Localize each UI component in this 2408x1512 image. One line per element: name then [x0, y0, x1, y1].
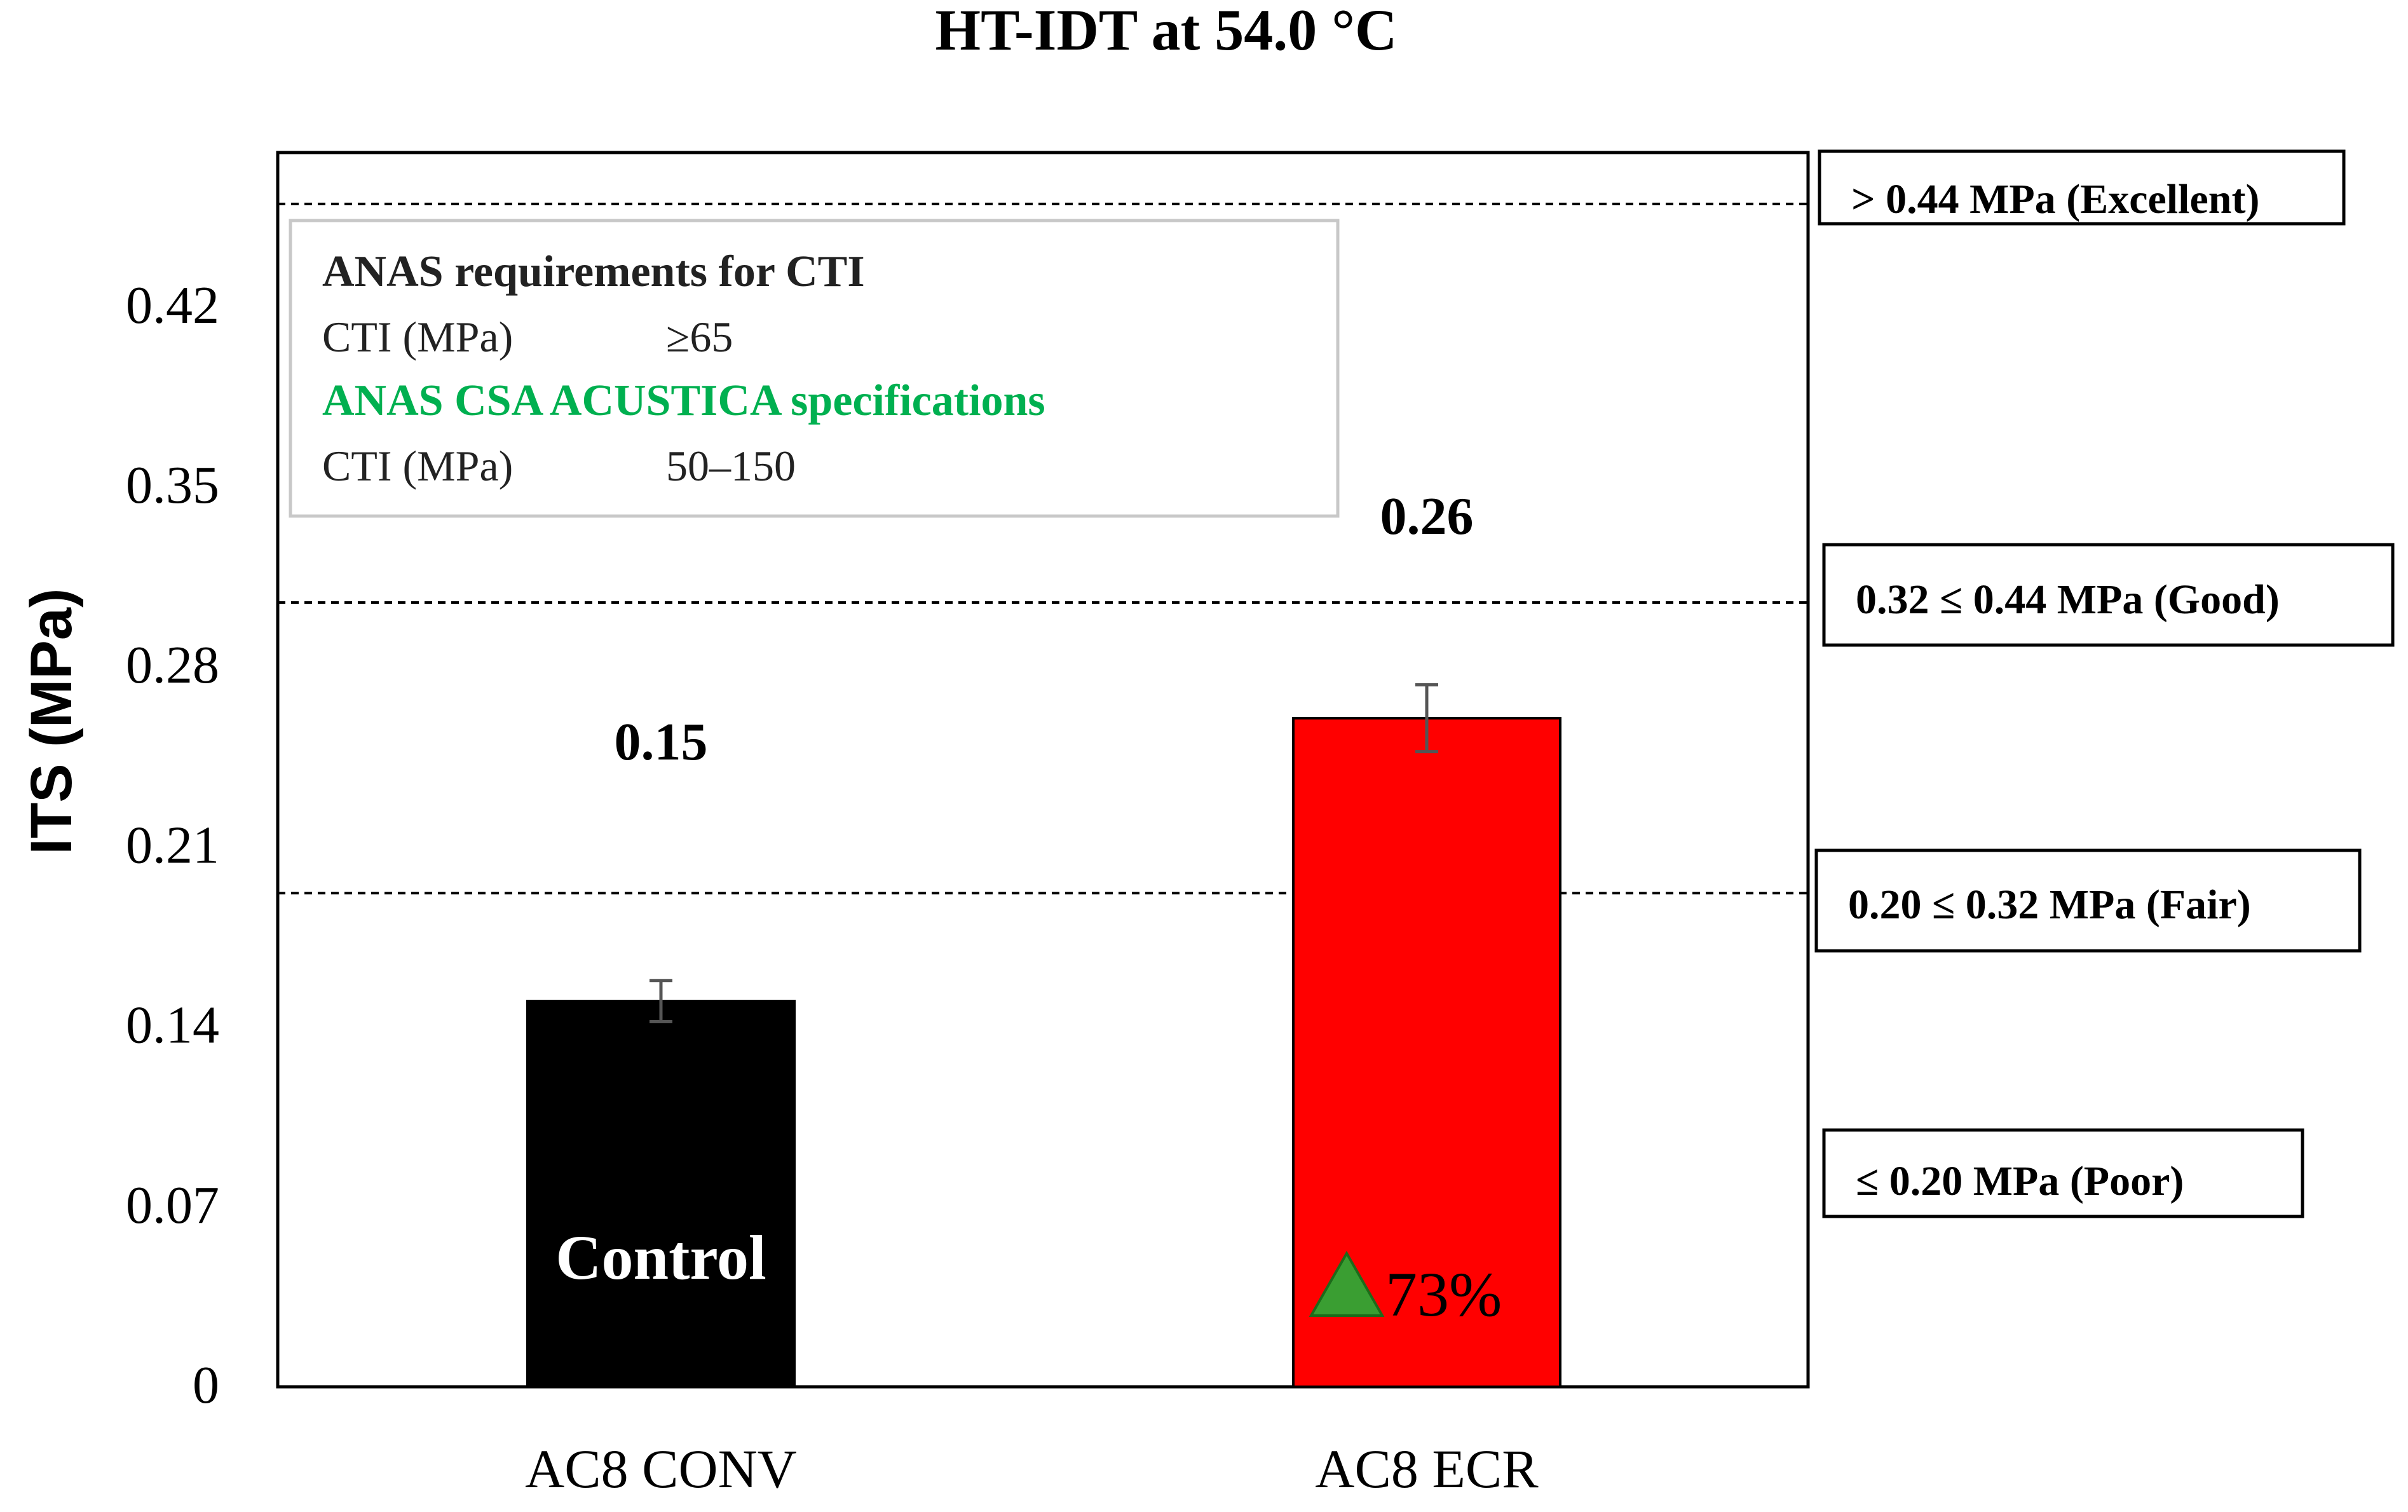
bars: 0.15 0.26 Control 73% [526, 487, 1561, 1388]
y-tick-label: 0.14 [126, 996, 219, 1055]
threshold-label-box [1822, 543, 2395, 647]
y-tick-label: 0 [193, 1356, 219, 1415]
y-tick-labels: 0 0.07 0.14 0.21 0.28 0.35 0.42 [126, 276, 219, 1415]
legend-subheading: ANAS CSA ACUSTICA specifications [322, 376, 1045, 425]
y-tick-label: 0.21 [126, 815, 219, 875]
threshold-label-box [1822, 1128, 2304, 1218]
threshold-label: > 0.44 MPa (Excellent) [1851, 176, 2259, 222]
increase-annotation: 73% [1385, 1259, 1502, 1330]
legend-row1-label: CTI (MPa) [322, 313, 513, 361]
y-tick-label: 0.28 [126, 636, 219, 695]
y-tick-label: 0.35 [126, 456, 219, 515]
category-label: AC8 CONV [525, 1438, 797, 1499]
threshold-lines: > 0.44 MPa (Excellent) 0.32 ≤ 0.44 MPa (G… [278, 149, 2395, 1218]
value-label: 0.26 [1380, 487, 1474, 546]
category-labels: AC8 CONV AC8 ECR [525, 1438, 1539, 1499]
y-tick-label: 0.07 [126, 1176, 219, 1235]
legend-frame [289, 219, 1340, 518]
bar-ac8-conv [526, 1000, 796, 1388]
threshold-label: 0.32 ≤ 0.44 MPa (Good) [1856, 576, 2280, 623]
y-axis-label: ITS (MPa) [19, 588, 84, 854]
value-label: 0.15 [615, 712, 708, 772]
legend-row1-value: ≥65 [666, 313, 733, 361]
control-annotation: Control [555, 1222, 766, 1293]
plot-area [276, 151, 1810, 1389]
threshold-label: 0.20 ≤ 0.32 MPa (Fair) [1848, 882, 2251, 928]
chart-title: HT-IDT at 54.0 °C [935, 0, 1398, 62]
y-tick-label: 0.42 [126, 276, 219, 335]
legend-heading: ANAS requirements for CTI [322, 247, 865, 296]
increase-triangle-icon [1309, 1250, 1385, 1317]
legend-row2-label: CTI (MPa) [322, 442, 513, 490]
requirements-legend-box: ANAS requirements for CTI CTI (MPa) ≥65 … [289, 219, 1340, 518]
threshold-label: ≤ 0.20 MPa (Poor) [1856, 1158, 2184, 1204]
legend-row2-value: 50–150 [666, 442, 796, 490]
category-label: AC8 ECR [1315, 1438, 1539, 1499]
threshold-label-box [1814, 848, 2362, 953]
threshold-label-box [1818, 149, 2346, 226]
